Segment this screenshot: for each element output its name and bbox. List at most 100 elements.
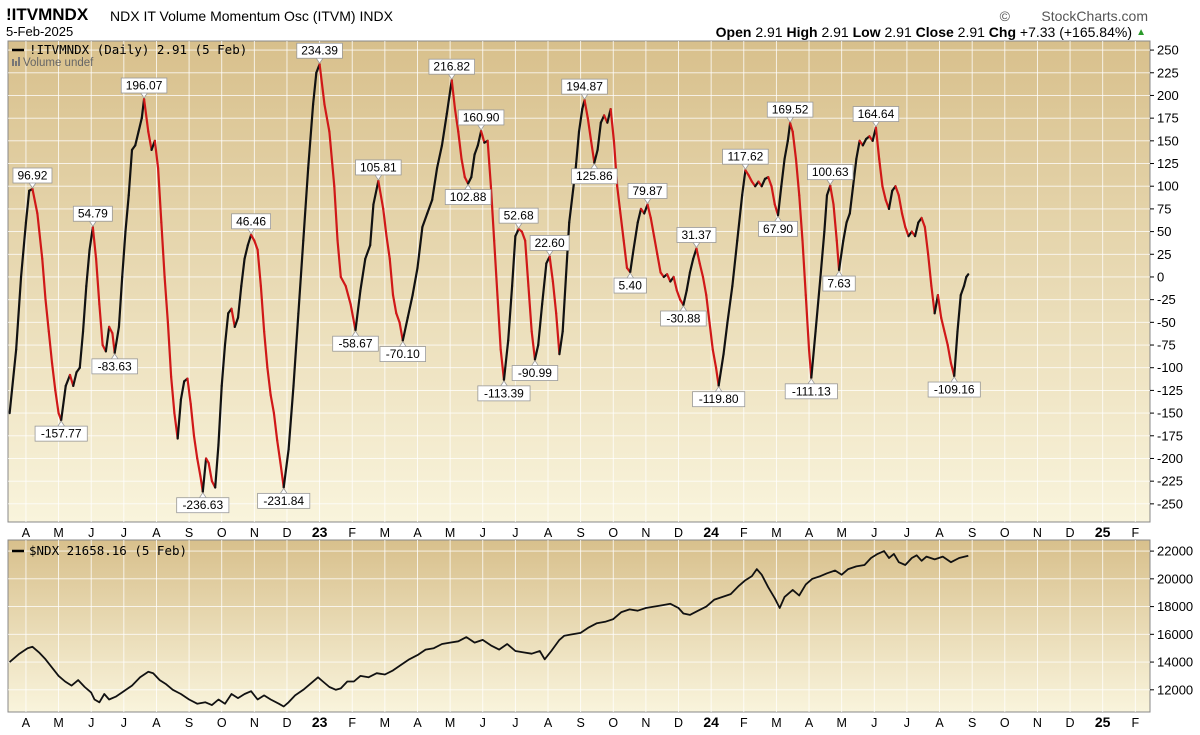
annotation-box xyxy=(457,109,505,126)
x-tick-label: J xyxy=(121,716,127,730)
osc-segment xyxy=(445,79,453,115)
peak-annotation: -70.10 xyxy=(379,340,427,362)
osc-segment xyxy=(555,312,561,356)
x-tick-label: M xyxy=(445,716,455,730)
osc-segment xyxy=(307,103,315,170)
osc-segment xyxy=(747,174,754,183)
osc-segment xyxy=(24,189,31,224)
annotation-box xyxy=(428,58,475,75)
osc-segment xyxy=(804,294,811,351)
annotation-box xyxy=(231,213,271,230)
y-tick-label: -150 xyxy=(1157,406,1183,421)
peak-annotation: 196.07 xyxy=(120,77,168,99)
osc-segment xyxy=(722,321,729,356)
osc-segment xyxy=(196,457,202,478)
osc-segment xyxy=(920,216,926,229)
annotation-box xyxy=(627,183,668,199)
x-tick-label: M xyxy=(53,716,63,730)
osc-segment xyxy=(253,239,259,251)
osc-segment xyxy=(701,275,708,297)
peak-annotation: 194.87 xyxy=(561,78,608,100)
osc-segment xyxy=(435,144,444,170)
osc-segment xyxy=(558,330,564,356)
x-tick-label: S xyxy=(576,716,584,730)
x-tick-label: A xyxy=(935,526,944,540)
osc-segment xyxy=(789,122,794,133)
annotation-label: 5.40 xyxy=(619,279,643,293)
x-tick-label: A xyxy=(544,716,553,730)
osc-segment xyxy=(372,179,380,206)
osc-segment xyxy=(593,148,599,164)
x-tick-label: 25 xyxy=(1095,714,1111,730)
x-tick-label: J xyxy=(512,716,518,730)
osc-segment xyxy=(823,194,829,233)
y-tick-label: 12000 xyxy=(1157,682,1193,697)
x-tick-label: M xyxy=(771,526,781,540)
brand-icon: © xyxy=(999,8,1010,24)
annotation-box xyxy=(561,78,608,95)
brand-name[interactable]: StockCharts.com xyxy=(1041,8,1148,24)
osc-segment xyxy=(192,434,199,460)
osc-segment xyxy=(121,230,127,279)
osc-segment xyxy=(85,248,91,288)
annotation-label: 216.82 xyxy=(433,60,470,74)
osc-segment xyxy=(466,176,473,185)
osc-segment xyxy=(214,443,220,489)
x-tick-label: S xyxy=(968,716,976,730)
x-tick-label: A xyxy=(22,716,31,730)
osc-segment xyxy=(470,153,476,179)
osc-segment xyxy=(243,244,249,260)
x-tick-label: A xyxy=(152,716,161,730)
osc-segment xyxy=(369,203,375,247)
peak-annotation: -58.67 xyxy=(332,330,379,352)
y-tick-label: 25 xyxy=(1157,247,1171,262)
legend-sub-label: Volume undef xyxy=(23,57,94,69)
x-tick-label: A xyxy=(544,526,553,540)
osc-segment xyxy=(646,203,652,220)
oscillator-panel: 2502252001751501251007550250-25-50-75-10… xyxy=(7,40,1183,540)
peak-annotation: 96.92 xyxy=(12,167,53,189)
peak-annotation: -119.80 xyxy=(692,385,746,408)
annotation-box xyxy=(852,106,900,122)
osc-segment xyxy=(848,185,855,215)
osc-segment xyxy=(940,316,946,333)
osc-segment xyxy=(791,130,798,161)
osc-segment xyxy=(411,266,419,297)
x-tick-label: N xyxy=(250,526,259,540)
osc-segment xyxy=(339,275,347,288)
x-tick-label: A xyxy=(935,716,944,730)
peak-annotation: -236.63 xyxy=(176,491,230,514)
ohlc-value: 2.91 xyxy=(953,24,989,40)
y-tick-label: -50 xyxy=(1157,315,1176,330)
x-tick-label: M xyxy=(836,526,846,540)
osc-segment xyxy=(354,289,362,332)
annotation-label: 67.90 xyxy=(763,222,793,236)
y-tick-label: 200 xyxy=(1157,88,1179,103)
osc-segment xyxy=(685,271,692,292)
annotation-box xyxy=(72,205,113,222)
x-tick-label: 23 xyxy=(312,524,328,540)
annotation-label: 125.86 xyxy=(576,169,613,183)
annotation-box xyxy=(571,168,618,185)
osc-segment xyxy=(962,275,968,288)
x-tick-label: M xyxy=(380,526,390,540)
legend-label: !ITVMNDX (Daily) 2.91 (5 Feb) xyxy=(29,42,247,57)
osc-segment xyxy=(537,303,544,347)
osc-segment xyxy=(349,303,357,332)
osc-segment xyxy=(878,157,884,188)
x-tick-label: F xyxy=(1131,526,1139,540)
annotation-box xyxy=(332,335,379,352)
osc-segment xyxy=(913,221,920,238)
annotation-label: 194.87 xyxy=(566,80,603,94)
osc-segment xyxy=(336,239,342,279)
osc-segment xyxy=(533,343,540,361)
osc-segment xyxy=(845,212,851,224)
osc-segment xyxy=(814,275,822,333)
osc-segment xyxy=(726,284,734,324)
osc-segment xyxy=(652,235,659,256)
osc-segment xyxy=(176,398,183,440)
osc-segment xyxy=(801,239,807,297)
osc-segment xyxy=(382,207,388,238)
osc-segment xyxy=(705,294,711,324)
x-tick-label: D xyxy=(1066,526,1075,540)
